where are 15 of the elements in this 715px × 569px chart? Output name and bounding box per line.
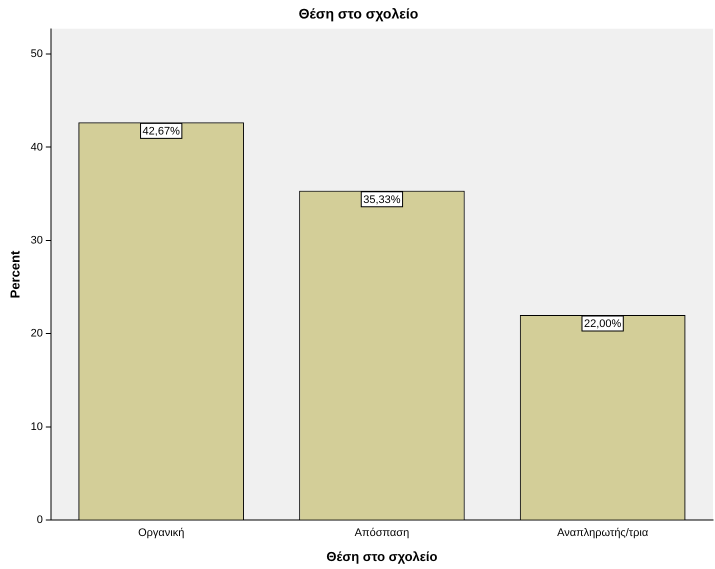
x-tick-label: Οργανική — [138, 526, 184, 539]
x-tick-label: Αναπληρωτής/τρια — [557, 526, 649, 539]
y-tick-label: 10 — [30, 420, 43, 433]
chart-title: Θέση στο σχολείο — [298, 5, 418, 22]
y-tick-label: 20 — [30, 328, 43, 340]
y-tick-label: 0 — [36, 514, 43, 526]
y-tick-label: 30 — [30, 234, 43, 246]
x-tick-label: Απόσπαση — [354, 526, 410, 539]
data-label: 22,00% — [584, 318, 622, 330]
y-tick-label: 50 — [30, 48, 43, 60]
x-axis-title: Θέση στο σχολείο — [326, 548, 438, 564]
y-axis-title: Percent — [7, 250, 22, 298]
y-tick-label: 40 — [30, 141, 43, 154]
data-label: 42,67% — [142, 125, 180, 138]
data-label: 35,33% — [363, 194, 401, 206]
